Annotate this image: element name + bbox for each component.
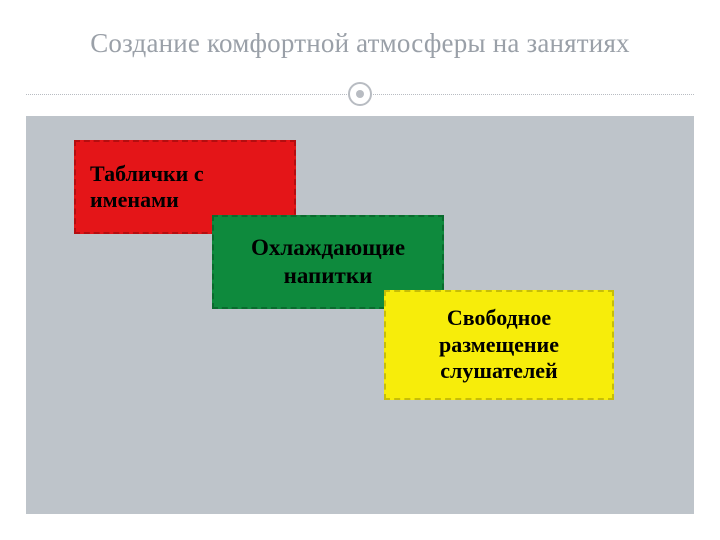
separator-circle-icon xyxy=(348,82,372,106)
box-seating-label: Свободное размещение слушателей xyxy=(400,305,598,385)
box-seating: Свободное размещение слушателей xyxy=(384,290,614,400)
separator-dot-icon xyxy=(356,90,364,98)
box-names-label: Таблички с именами xyxy=(90,161,280,214)
slide: Создание комфортной атмосферы на занятия… xyxy=(0,0,720,540)
title-separator xyxy=(26,82,694,106)
page-title: Создание комфортной атмосферы на занятия… xyxy=(30,28,690,59)
title-area: Создание комфортной атмосферы на занятия… xyxy=(30,28,690,82)
box-drinks-label: Охлаждающие напитки xyxy=(228,234,428,289)
separator-line-left xyxy=(26,94,349,95)
separator-line-right xyxy=(371,94,694,95)
